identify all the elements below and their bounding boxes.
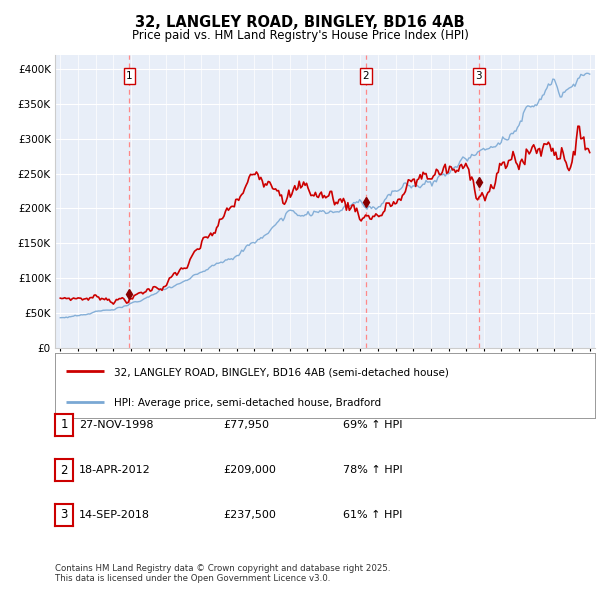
Text: Price paid vs. HM Land Registry's House Price Index (HPI): Price paid vs. HM Land Registry's House … (131, 30, 469, 42)
Text: 2: 2 (60, 464, 68, 477)
Text: 1: 1 (60, 418, 68, 431)
Text: HPI: Average price, semi-detached house, Bradford: HPI: Average price, semi-detached house,… (115, 398, 382, 408)
Text: £237,500: £237,500 (223, 510, 276, 520)
Text: 32, LANGLEY ROAD, BINGLEY, BD16 4AB: 32, LANGLEY ROAD, BINGLEY, BD16 4AB (135, 15, 465, 30)
Text: 18-APR-2012: 18-APR-2012 (79, 465, 151, 475)
Text: 61% ↑ HPI: 61% ↑ HPI (343, 510, 403, 520)
Text: 27-NOV-1998: 27-NOV-1998 (79, 420, 154, 430)
Text: 3: 3 (476, 71, 482, 81)
Text: £209,000: £209,000 (223, 465, 276, 475)
Text: 78% ↑ HPI: 78% ↑ HPI (343, 465, 403, 475)
Text: 2: 2 (362, 71, 369, 81)
Text: 32, LANGLEY ROAD, BINGLEY, BD16 4AB (semi-detached house): 32, LANGLEY ROAD, BINGLEY, BD16 4AB (sem… (115, 368, 449, 378)
Text: 69% ↑ HPI: 69% ↑ HPI (343, 420, 403, 430)
Text: £77,950: £77,950 (223, 420, 269, 430)
Text: 14-SEP-2018: 14-SEP-2018 (79, 510, 150, 520)
Text: 3: 3 (61, 509, 68, 522)
Text: 1: 1 (126, 71, 133, 81)
Text: Contains HM Land Registry data © Crown copyright and database right 2025.
This d: Contains HM Land Registry data © Crown c… (55, 563, 391, 583)
